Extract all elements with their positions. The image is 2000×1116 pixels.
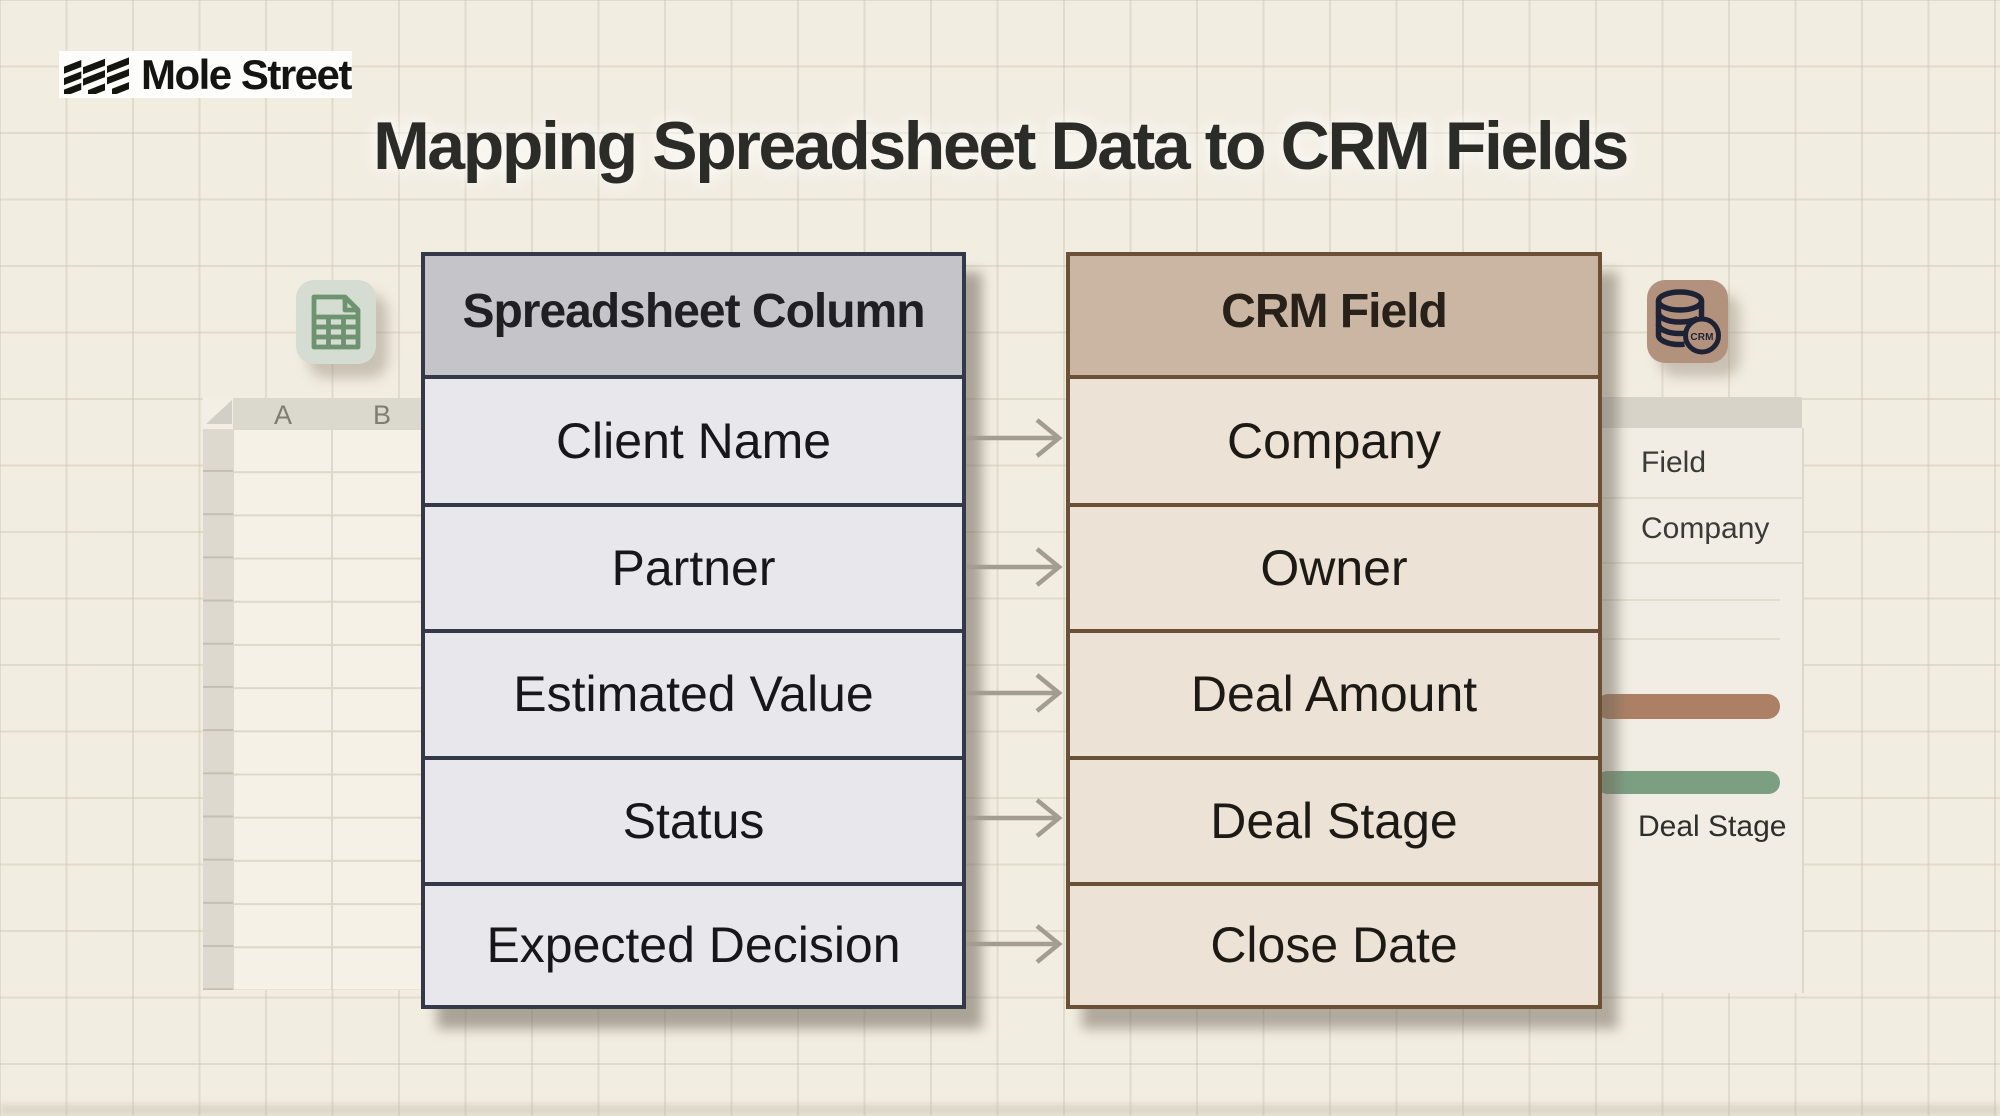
svg-text:CRM: CRM (1690, 332, 1713, 343)
